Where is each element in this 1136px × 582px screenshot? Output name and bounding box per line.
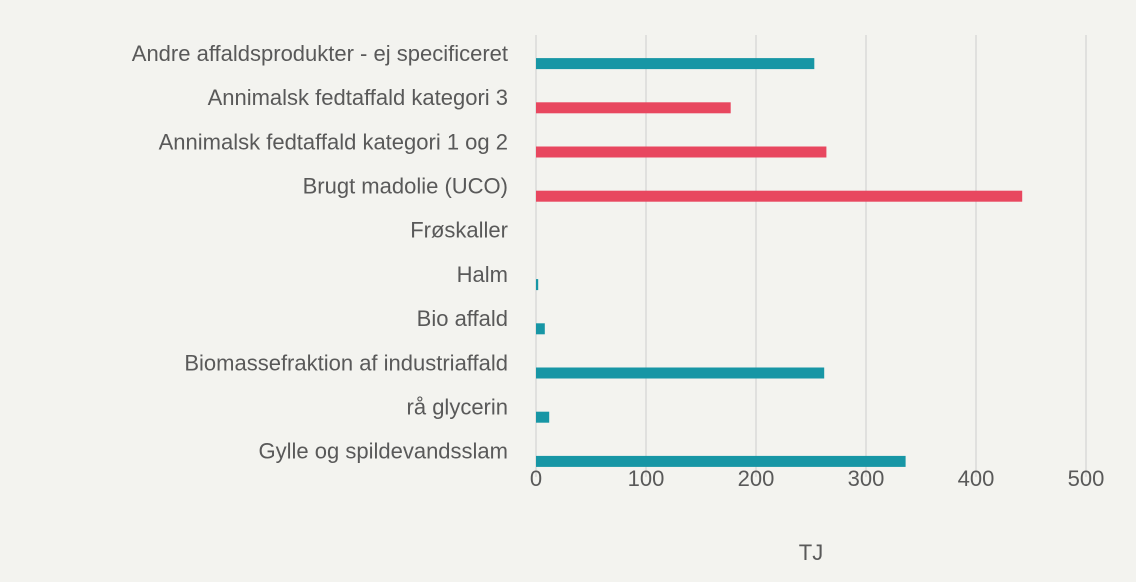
y-tick-label: Halm xyxy=(457,262,508,287)
bar xyxy=(536,190,1023,202)
bar xyxy=(536,102,731,114)
x-tick-label: 0 xyxy=(530,466,542,491)
y-tick-label: Brugt madolie (UCO) xyxy=(303,174,508,199)
bar xyxy=(536,279,539,291)
y-tick-label: rå glycerin xyxy=(407,395,508,420)
x-tick-label: 400 xyxy=(958,466,995,491)
y-tick-label: Frøskaller xyxy=(410,218,508,243)
bar xyxy=(536,367,825,379)
x-axis-label: TJ xyxy=(799,540,823,565)
x-tick-label: 200 xyxy=(738,466,775,491)
bar xyxy=(536,323,545,335)
bar xyxy=(536,455,906,467)
y-tick-label: Gylle og spildevandsslam xyxy=(259,439,508,464)
x-tick-label: 100 xyxy=(628,466,665,491)
bar xyxy=(536,146,827,158)
x-tick-label: 500 xyxy=(1068,466,1105,491)
bar xyxy=(536,411,550,423)
y-tick-label: Annimalsk fedtaffald kategori 1 og 2 xyxy=(159,129,508,154)
x-tick-label: 300 xyxy=(848,466,885,491)
y-tick-label: Bio affald xyxy=(417,306,508,331)
y-tick-label: Andre affaldsprodukter - ej specificeret xyxy=(132,41,508,66)
bar xyxy=(536,58,815,70)
y-tick-label: Biomassefraktion af industriaffald xyxy=(184,350,508,375)
y-tick-label: Annimalsk fedtaffald kategori 3 xyxy=(208,85,508,110)
